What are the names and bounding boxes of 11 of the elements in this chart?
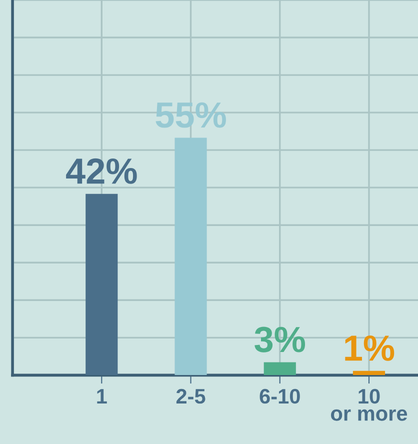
data-label: 55% [156,102,226,128]
data-label: 1% [345,335,394,361]
data-label: 42% [66,158,137,184]
x-tick-label: 1 [97,389,107,404]
x-tick-label: 6-10 [260,388,300,404]
bar [174,138,207,376]
bar [352,370,386,376]
bar [264,362,296,376]
x-tick-label: 10 or more [331,388,408,421]
data-label: 3% [254,326,306,352]
x-tick-label: 2-5 [176,388,206,404]
